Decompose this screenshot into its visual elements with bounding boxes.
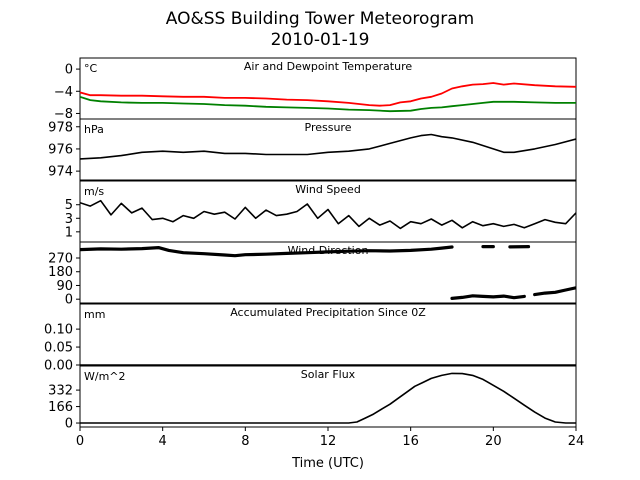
series-line-0 [80, 245, 454, 258]
y-tick-label: 166 [48, 400, 73, 415]
series-line-0 [450, 294, 526, 300]
y-tick-label: 0.05 [44, 341, 73, 356]
series-line-0 [80, 199, 576, 230]
panels-group: 0−4−8°C Air and Dewpoint Temperature97897… [44, 57, 577, 432]
panel-unit: hPa [84, 123, 104, 136]
panel-0: 0 −4 −8 °C Air and Dewpoint Temperature [54, 57, 577, 122]
x-tick-label: 24 [568, 434, 585, 449]
panel-unit: m/s [84, 185, 104, 198]
y-tick-label: 976 [48, 142, 73, 157]
series-line-0 [80, 372, 576, 424]
y-tick-label: 0 [65, 417, 73, 432]
panel-title: Pressure [305, 121, 352, 134]
panel-series [80, 199, 576, 230]
y-tick-label: 1 [65, 225, 73, 240]
x-tick-label: 12 [320, 434, 337, 449]
panel-series [80, 372, 576, 424]
panel-title: Wind Direction [288, 244, 369, 257]
y-tick-label: 90 [56, 279, 73, 294]
y-tick-label: 270 [48, 252, 73, 267]
panel-title: Wind Speed [295, 183, 361, 196]
panel-unit: mm [84, 308, 105, 321]
panel-series [80, 82, 576, 113]
panel-title: Solar Flux [301, 368, 356, 381]
x-axis-label: Time (UTC) [291, 456, 364, 471]
panel-series [80, 133, 576, 160]
x-tick-label: 0 [76, 434, 84, 449]
panel-series [80, 245, 576, 300]
series-line-1 [80, 95, 576, 113]
x-tick-label: 4 [159, 434, 167, 449]
panel-1: 978 976 974 hPa Pressure [48, 118, 577, 181]
y-tick-label: 0.00 [44, 359, 73, 374]
x-tick-label: 8 [241, 434, 249, 449]
series-line-0 [80, 133, 576, 160]
y-tick-label: 0 [65, 293, 73, 308]
y-tick-label: 5 [65, 198, 73, 213]
y-tick-label: 3 [65, 212, 73, 227]
y-tick-label: 180 [48, 265, 73, 280]
panel-title: Accumulated Precipitation Since 0Z [230, 306, 426, 319]
y-tick-label: 0 [65, 63, 73, 78]
y-tick-label: −8 [54, 107, 73, 122]
x-axis: 0 4 8 12 16 20 24 [76, 434, 584, 449]
y-tick-label: 0.10 [44, 323, 73, 338]
figure-title-line1: AO&SS Building Tower Meteorogram [166, 9, 474, 29]
series-line-0 [533, 286, 576, 297]
panel-frame [79, 118, 577, 181]
panel-4: 0.10 0.05 0.00 mm Accumulated Precipitation … [44, 303, 577, 374]
x-tick-label: 16 [402, 434, 419, 449]
panel-2: 531 m/s Wind Speed [65, 180, 577, 243]
y-tick-label: −4 [54, 85, 73, 100]
panel-unit: W/m^2 [84, 370, 126, 383]
panel-frame [79, 241, 577, 304]
panel-title: Air and Dewpoint Temperature [244, 60, 412, 73]
figure-title-line2: 2010-01-19 [271, 30, 370, 50]
y-tick-label: 332 [48, 384, 73, 399]
y-tick-label: 974 [48, 165, 73, 180]
series-line-0 [80, 82, 576, 107]
y-tick-label: 978 [48, 120, 73, 135]
panel-unit: °C [84, 62, 98, 75]
x-tick-label: 20 [485, 434, 502, 449]
